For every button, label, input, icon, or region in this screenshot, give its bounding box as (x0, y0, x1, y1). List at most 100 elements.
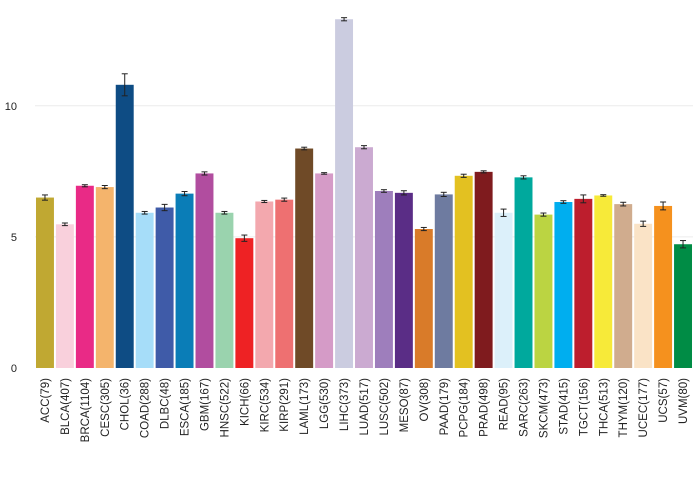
error-bar-LUAD(517) (361, 145, 367, 150)
x-tick-label-ACC(79): ACC(79) (40, 378, 52, 423)
bar-PRAD(498) (474, 171, 493, 368)
bar-UVM(80) (674, 244, 693, 368)
bar-CHOL(36) (115, 84, 134, 369)
bar-GBM(167) (195, 173, 214, 368)
bar-UCS(57) (654, 205, 673, 368)
x-tick-label-CHOL(36): CHOL(36) (120, 378, 132, 431)
bar-BRCA(1104) (75, 185, 94, 368)
error-bar-TGCT(156) (580, 194, 587, 204)
bar-LGG(530) (315, 173, 334, 368)
x-tick-label-LUSC(502): LUSC(502) (379, 378, 391, 436)
y-tick-label-5: 5 (11, 232, 17, 244)
x-tick-label-OV(308): OV(308) (419, 378, 431, 422)
x-tick-label-TGCT(156): TGCT(156) (578, 378, 590, 436)
error-bar-SKCM(473) (540, 212, 547, 217)
x-tick-label-GBM(167): GBM(167) (199, 378, 211, 431)
bar-DLBC(48) (155, 207, 174, 368)
error-bar-BLCA(407) (61, 222, 68, 227)
bar-THYM(120) (614, 204, 633, 368)
error-bar-KIRC(534) (261, 199, 268, 204)
bar-PAAD(179) (434, 194, 453, 368)
x-tick-label-PAAD(179): PAAD(179) (439, 378, 451, 435)
bar-PCPG(184) (454, 175, 473, 368)
x-tick-label-SARC(263): SARC(263) (519, 378, 531, 437)
bar-LUAD(517) (355, 147, 373, 368)
bar-SKCM(473) (534, 214, 553, 368)
error-bar-KICH(66) (241, 234, 248, 242)
x-tick-label-THCA(513): THCA(513) (598, 378, 610, 436)
bar-ACC(79) (35, 197, 54, 368)
error-bar-UCEC(177) (640, 220, 647, 227)
x-tick-label-STAD(415): STAD(415) (558, 378, 570, 435)
error-bar-UCS(57) (660, 201, 667, 211)
x-tick-label-SKCM(473): SKCM(473) (538, 378, 550, 438)
x-tick-label-LGG(530): LGG(530) (319, 378, 331, 429)
bar-STAD(415) (554, 202, 573, 368)
x-tick-label-DLBC(48): DLBC(48) (160, 378, 172, 429)
error-bar-ESCA(185) (181, 191, 188, 197)
error-bar-THCA(513) (600, 194, 607, 197)
x-tick-label-UCEC(177): UCEC(177) (638, 378, 650, 438)
x-tick-label-MESO(87): MESO(87) (399, 378, 411, 432)
error-bar-KIRP(291) (281, 197, 288, 202)
bar-OV(308) (414, 229, 433, 368)
error-bar-THYM(120) (620, 201, 627, 207)
y-axis: 0 5 10 (5, 101, 17, 375)
x-tick-label-READ(95): READ(95) (499, 378, 511, 431)
error-bar-UVM(80) (680, 240, 687, 249)
bar-LAML(173) (295, 148, 314, 368)
error-bar-READ(95) (500, 208, 507, 217)
error-bar-CESC(305) (101, 184, 108, 190)
bar-SARC(263) (514, 177, 533, 368)
bar-BLCA(407) (55, 224, 74, 368)
error-bar-GBM(167) (201, 171, 208, 176)
error-bar-STAD(415) (560, 200, 567, 204)
error-bar-HNSC(522) (221, 210, 228, 215)
error-bar-COAD(288) (141, 210, 148, 215)
x-tick-label-UVM(80): UVM(80) (678, 378, 690, 424)
bar-KIRP(291) (275, 199, 294, 368)
x-tick-label-UCS(57): UCS(57) (658, 378, 670, 423)
error-bar-MESO(87) (400, 190, 407, 196)
bar-TGCT(156) (574, 198, 593, 368)
error-bar-LGG(530) (321, 172, 328, 175)
bar-LUSC(502) (374, 191, 393, 368)
error-bar-PAAD(179) (440, 191, 447, 198)
x-tick-label-THYM(120): THYM(120) (618, 378, 630, 438)
x-tick-label-KICH(66): KICH(66) (239, 378, 251, 426)
bar-MESO(87) (394, 192, 413, 368)
bar-UCEC(177) (634, 223, 653, 368)
error-bar-LIHC(373) (341, 17, 348, 22)
x-tick-label-COAD(288): COAD(288) (140, 378, 152, 438)
error-bar-BRCA(1104) (81, 184, 88, 188)
x-tick-label-BRCA(1104): BRCA(1104) (80, 378, 92, 443)
bar-LIHC(373) (335, 19, 354, 368)
bar-ESCA(185) (175, 193, 194, 368)
error-bar-ACC(79) (41, 194, 48, 201)
bar-COAD(288) (135, 212, 154, 368)
error-bar-LUSC(502) (380, 189, 387, 193)
x-tick-label-LAML(173): LAML(173) (299, 378, 311, 435)
x-tick-label-LIHC(373): LIHC(373) (339, 378, 351, 431)
x-axis-labels: ACC(79) BLCA(407) BRCA(1104) CESC(305) CHOL(… (40, 378, 690, 443)
bar-KIRC(534) (255, 201, 274, 368)
x-tick-label-PCPG(184): PCPG(184) (459, 378, 471, 438)
error-bar-PRAD(498) (480, 170, 487, 174)
error-bar-PCPG(184) (460, 173, 467, 178)
x-tick-label-PRAD(498): PRAD(498) (479, 378, 491, 437)
x-tick-label-LUAD(517): LUAD(517) (359, 378, 371, 436)
x-tick-label-BLCA(407): BLCA(407) (60, 378, 72, 435)
x-tick-label-CESC(305): CESC(305) (100, 378, 112, 437)
x-tick-label-KIRC(534): KIRC(534) (259, 378, 271, 432)
y-tick-label-0: 0 (11, 363, 17, 375)
bar-THCA(513) (594, 195, 613, 368)
error-bar-SARC(263) (520, 175, 527, 180)
y-tick-label-10: 10 (5, 101, 17, 113)
bar-CESC(305) (95, 187, 114, 368)
x-tick-label-KIRP(291): KIRP(291) (279, 378, 291, 432)
error-bar-LAML(173) (301, 146, 308, 151)
bars (35, 19, 693, 369)
x-tick-label-ESCA(185): ESCA(185) (180, 378, 192, 436)
error-bar-OV(308) (420, 226, 427, 232)
